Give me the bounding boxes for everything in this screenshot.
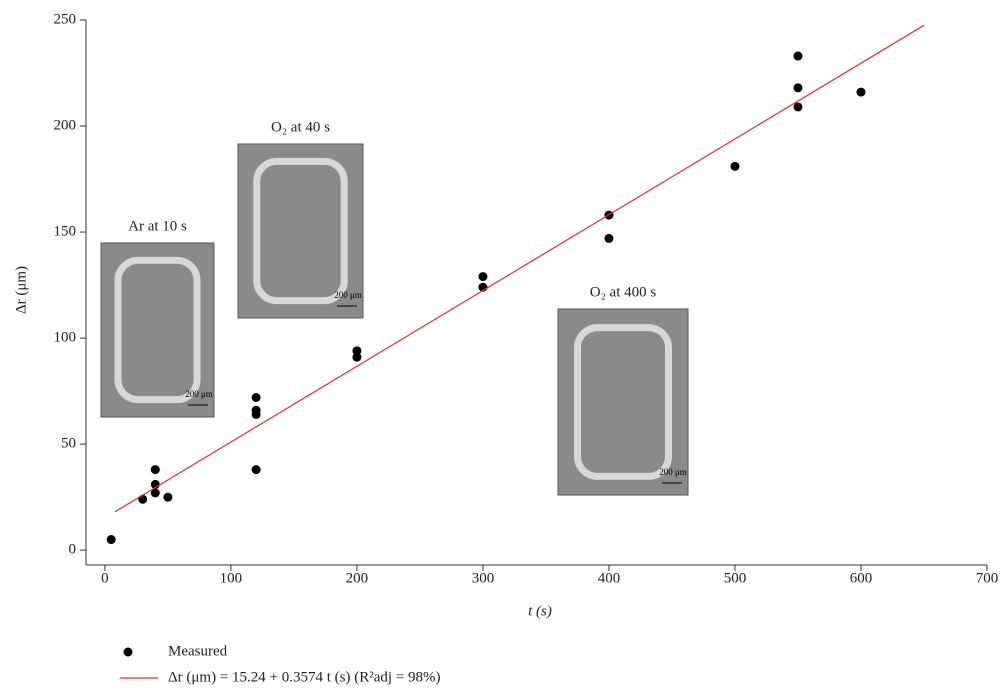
x-tick-label: 600	[850, 570, 873, 586]
data-point	[163, 492, 173, 502]
legend-label: Measured	[168, 643, 228, 659]
y-tick-label: 200	[54, 117, 77, 133]
data-point	[150, 488, 160, 498]
data-point	[352, 352, 362, 362]
inset-scale: 200 μm	[334, 290, 362, 300]
inset-structure	[574, 324, 672, 480]
inset-scale: 200 μm	[185, 389, 213, 399]
x-axis-label: t (s)	[528, 603, 552, 619]
y-tick-label: 100	[54, 330, 77, 346]
y-tick-label: 150	[54, 223, 77, 239]
data-point	[138, 494, 148, 504]
x-tick-label: 300	[472, 570, 495, 586]
data-point	[793, 51, 803, 61]
legend-marker	[123, 647, 133, 657]
data-point	[793, 83, 803, 93]
x-tick-label: 200	[346, 570, 369, 586]
data-point	[478, 272, 488, 282]
data-point	[150, 465, 160, 475]
data-point	[251, 392, 261, 402]
inset-structure	[114, 256, 201, 404]
data-point	[730, 161, 740, 171]
data-point	[856, 87, 866, 97]
y-axis-label: Δr (μm)	[13, 266, 29, 314]
data-point	[251, 405, 261, 415]
legend-label: Δr (μm) = 15.24 + 0.3574 t (s) (R²adj = …	[168, 669, 441, 685]
inset-structure	[253, 157, 348, 305]
data-point	[604, 233, 614, 243]
inset-label: Ar at 10 s	[128, 218, 187, 234]
y-tick-label: 50	[61, 436, 76, 452]
data-point	[106, 535, 116, 545]
data-point	[251, 465, 261, 475]
y-tick-label: 250	[54, 11, 77, 27]
x-tick-label: 0	[101, 570, 109, 586]
inset-scale: 200 μm	[659, 467, 687, 477]
data-point	[352, 346, 362, 356]
x-tick-label: 400	[598, 570, 621, 586]
x-tick-label: 700	[976, 570, 999, 586]
inset-label: O₂ at 400 s	[590, 284, 657, 300]
fit-line	[114, 24, 925, 513]
x-tick-label: 500	[724, 570, 747, 586]
y-tick-label: 0	[69, 542, 77, 558]
x-tick-label: 100	[220, 570, 243, 586]
data-point	[793, 102, 803, 112]
inset-label: O₂ at 40 s	[271, 119, 330, 135]
